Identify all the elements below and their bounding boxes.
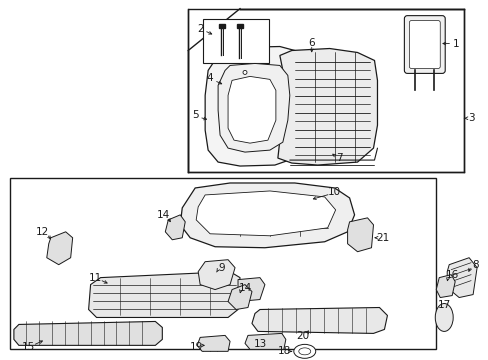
Ellipse shape — [298, 348, 310, 355]
Ellipse shape — [243, 71, 246, 75]
Polygon shape — [165, 215, 185, 240]
Text: 1: 1 — [452, 39, 459, 49]
Polygon shape — [227, 285, 251, 310]
Ellipse shape — [293, 345, 315, 358]
FancyBboxPatch shape — [404, 15, 444, 73]
Polygon shape — [197, 336, 229, 351]
Bar — [10, 178, 435, 349]
Polygon shape — [227, 76, 275, 143]
Text: 21: 21 — [375, 233, 388, 243]
Polygon shape — [447, 258, 476, 298]
Text: 11: 11 — [89, 273, 102, 283]
Text: 5: 5 — [191, 110, 198, 120]
Polygon shape — [88, 272, 240, 318]
Text: 14: 14 — [238, 283, 251, 293]
Text: 20: 20 — [296, 332, 309, 341]
Text: 8: 8 — [471, 260, 477, 270]
Polygon shape — [196, 191, 335, 236]
Text: 18: 18 — [278, 346, 291, 356]
Polygon shape — [180, 183, 354, 248]
Polygon shape — [238, 278, 264, 302]
Text: 7: 7 — [336, 153, 342, 163]
Text: 17: 17 — [437, 300, 450, 310]
Bar — [237, 24, 243, 28]
Text: 2: 2 — [197, 24, 203, 33]
Bar — [219, 24, 224, 28]
Polygon shape — [205, 46, 311, 166]
Bar — [188, 9, 463, 172]
Text: 16: 16 — [445, 270, 458, 280]
Polygon shape — [218, 63, 289, 152]
Text: 12: 12 — [36, 227, 49, 237]
Text: 13: 13 — [253, 339, 266, 349]
Ellipse shape — [434, 303, 452, 332]
Polygon shape — [244, 333, 285, 349]
Text: 15: 15 — [22, 342, 36, 352]
Polygon shape — [14, 321, 162, 345]
Text: 14: 14 — [156, 210, 170, 220]
Polygon shape — [347, 218, 373, 252]
Text: 19: 19 — [189, 342, 203, 352]
Bar — [203, 19, 268, 63]
Text: 10: 10 — [327, 187, 341, 197]
Polygon shape — [251, 307, 386, 333]
Text: 4: 4 — [206, 73, 213, 84]
Text: 6: 6 — [308, 37, 314, 48]
Polygon shape — [198, 260, 235, 289]
Text: 9: 9 — [218, 263, 225, 273]
FancyBboxPatch shape — [408, 21, 439, 68]
Polygon shape — [277, 49, 377, 165]
Text: 3: 3 — [467, 113, 473, 123]
Polygon shape — [47, 232, 73, 265]
Polygon shape — [435, 275, 454, 298]
